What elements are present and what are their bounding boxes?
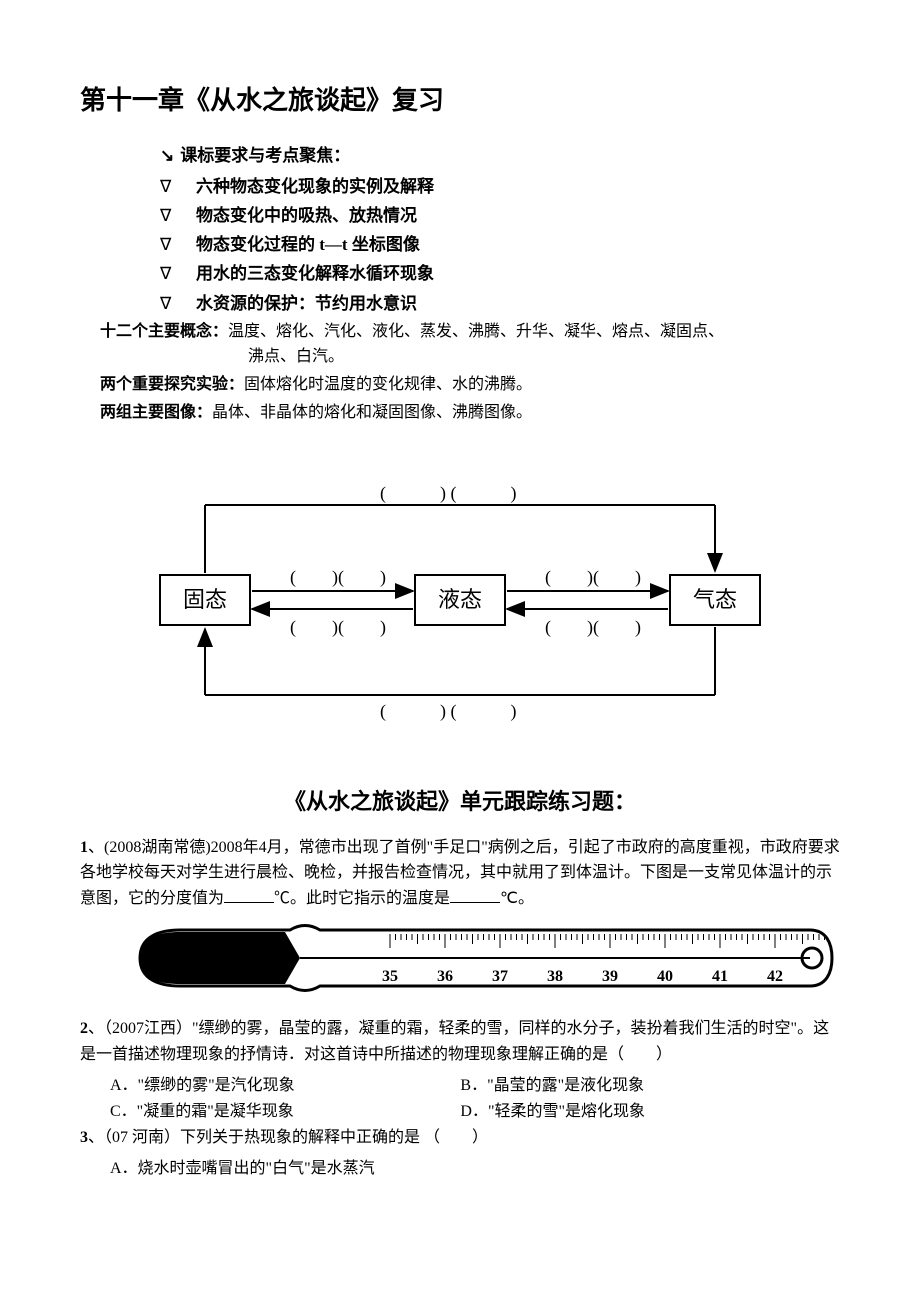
svg-text:( ) ( ): ( ) ( ) [380,701,516,722]
svg-text:( )( ): ( )( ) [290,617,386,638]
q3-text: 下列关于热现象的解释中正确的是 （ ） [180,1129,488,1146]
question-1: 1、(2008湖南常德)2008年4月，常德市出现了首例"手足口"病例之后，引起… [80,835,840,912]
question-2: 2、（2007江西）"缥缈的雾，晶莹的露，凝重的霜，轻柔的雪，同样的水分子，装扮… [80,1016,840,1067]
concepts-label: 十二个主要概念： [100,323,228,340]
svg-text:( )( ): ( )( ) [545,617,641,638]
thermometer-figure: 35 36 37 38 39 40 41 42 [100,918,840,1007]
q2-text: "缥缈的雾，晶莹的露，凝重的霜，轻柔的雪，同样的水分子，装扮着我们生活的时空"。… [80,1020,829,1063]
svg-text:39: 39 [602,968,618,985]
bullet-2: 物态变化中的吸热、放热情况 [160,202,840,229]
concepts-text-1: 温度、熔化、汽化、液化、蒸发、沸腾、升华、凝华、熔点、凝固点、 [228,323,724,340]
svg-text:( )( ): ( )( ) [545,567,641,588]
section-title: 《从水之旅谈起》单元跟踪练习题： [80,784,840,819]
q1-text-c: ℃。 [500,890,534,907]
svg-text:35: 35 [382,968,398,985]
svg-text:40: 40 [657,968,673,985]
bullet-4: 用水的三态变化解释水循环现象 [160,260,840,287]
svg-text:液态: 液态 [438,587,482,612]
images-line: 两组主要图像：晶体、非晶体的熔化和凝固图像、沸腾图像。 [100,400,840,426]
subhead: 课标要求与考点聚焦： [160,142,840,169]
svg-text:36: 36 [437,968,453,985]
concepts-text-2: 沸点、白汽。 [248,344,840,370]
img-label: 两组主要图像： [100,404,212,421]
q3-num: 3 [80,1129,88,1146]
chapter-title: 第十一章《从水之旅谈起》复习 [80,80,840,122]
q3-option-a[interactable]: A．烧水时壶嘴冒出的"白气"是水蒸汽 [110,1156,840,1182]
experiments-line: 两个重要探究实验：固体熔化时温度的变化规律、水的沸腾。 [100,372,840,398]
bullet-1: 六种物态变化现象的实例及解释 [160,173,840,200]
q1-blank-2[interactable] [450,886,500,903]
q2-option-b[interactable]: B．"晶莹的露"是液化现象 [460,1073,810,1099]
q1-num: 1 [80,839,88,856]
svg-text:( )( ): ( )( ) [290,567,386,588]
q2-option-d[interactable]: D．"轻柔的雪"是熔化现象 [460,1099,810,1125]
img-text: 晶体、非晶体的熔化和凝固图像、沸腾图像。 [212,404,532,421]
q2-num: 2 [80,1020,88,1037]
svg-text:( ) ( ): ( ) ( ) [380,483,516,504]
q1-src: 、(2008湖南常德) [88,839,211,856]
q2-option-a[interactable]: A．"缥缈的雾"是汽化现象 [110,1073,460,1099]
bullet-5: 水资源的保护：节约用水意识 [160,290,840,317]
q1-text-b: ℃。此时它指示的温度是 [274,890,450,907]
svg-text:气态: 气态 [693,587,737,612]
svg-text:固态: 固态 [183,587,227,612]
concepts-line: 十二个主要概念：温度、熔化、汽化、液化、蒸发、沸腾、升华、凝华、熔点、凝固点、 [100,319,840,345]
svg-text:42: 42 [767,968,783,985]
q2-option-c[interactable]: C．"凝重的霜"是凝华现象 [110,1099,460,1125]
state-diagram: 固态 液态 气态 ( )( ) ( )( ) ( )( ) ( )( ) ( )… [140,455,840,744]
bullet-3: 物态变化过程的 t—t 坐标图像 [160,231,840,258]
svg-text:37: 37 [492,968,508,985]
q1-blank-1[interactable] [224,886,274,903]
exp-label: 两个重要探究实验： [100,376,244,393]
q2-src: 、（2007江西） [88,1020,192,1037]
q2-options: A．"缥缈的雾"是汽化现象 B．"晶莹的露"是液化现象 C．"凝重的霜"是凝华现… [110,1073,840,1124]
question-3: 3、（07 河南）下列关于热现象的解释中正确的是 （ ） [80,1125,840,1151]
svg-text:41: 41 [712,968,728,985]
svg-text:38: 38 [547,968,563,985]
exp-text: 固体熔化时温度的变化规律、水的沸腾。 [244,376,532,393]
q3-src: 、（07 河南） [88,1129,180,1146]
